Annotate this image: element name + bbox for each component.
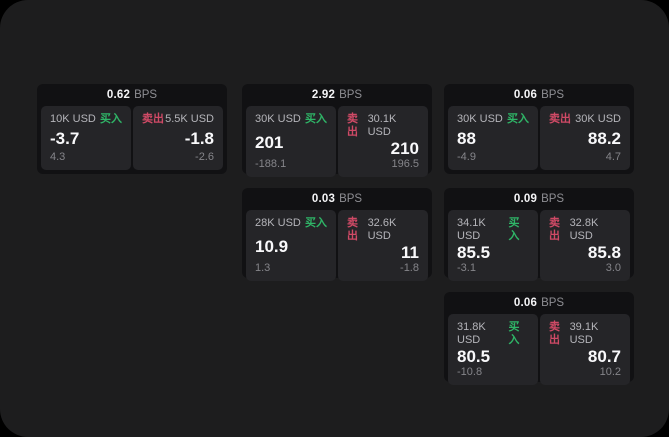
quote-card-2: 2.92 BPS 30K USD 买入 201 -188.1 卖出 30.1K … (242, 84, 432, 177)
buy-size: 34.1K USD (457, 217, 486, 242)
quote-card-1: 0.62 BPS 10K USD 买入 -3.7 4.3 卖出 5.5K USD… (37, 84, 227, 174)
buy-side-label: 买入 (305, 217, 327, 229)
buy-price: 85.5 (457, 243, 491, 262)
sell-panel[interactable]: 卖出 30K USD 88.2 4.7 (540, 106, 630, 170)
bps-value: 2.92 (311, 89, 336, 101)
sell-sub-value: 3.0 (605, 262, 621, 274)
sell-size: 30.1K USD (367, 113, 397, 138)
quote-panels: 30K USD 买入 201 -188.1 卖出 30.1K USD 210 1… (242, 106, 432, 181)
bps-header: 0.09 BPS (444, 188, 634, 210)
sell-side-label: 卖出 (142, 113, 164, 125)
quote-panels: 10K USD 买入 -3.7 4.3 卖出 5.5K USD -1.8 -2.… (37, 106, 227, 174)
bps-header: 0.06 BPS (444, 84, 634, 106)
sell-side-label: 卖出 (347, 113, 358, 138)
buy-size: 31.8K USD (457, 321, 486, 346)
sell-price: 88.2 (587, 129, 621, 148)
sell-size: 30K USD (575, 113, 621, 125)
bps-unit-label: BPS (339, 89, 363, 101)
buy-sub-value: -188.1 (255, 158, 287, 170)
sell-price: 210 (390, 139, 419, 158)
buy-price: 201 (255, 132, 284, 152)
sell-sub-value: 4.7 (605, 151, 621, 163)
bps-unit-label: BPS (134, 89, 158, 101)
sell-price: 85.8 (587, 243, 621, 262)
sell-size: 5.5K USD (165, 113, 214, 125)
buy-size: 10K USD (50, 113, 96, 125)
buy-sub-value: 4.3 (50, 151, 66, 163)
quote-card-3: 0.06 BPS 30K USD 买入 88 -4.9 卖出 30K USD 8… (444, 84, 634, 174)
sell-price: 80.7 (587, 347, 621, 366)
buy-panel[interactable]: 31.8K USD 买入 80.5 -10.8 (448, 314, 538, 385)
bps-value: 0.09 (513, 193, 538, 205)
buy-price: -3.7 (50, 129, 80, 148)
buy-panel[interactable]: 34.1K USD 买入 85.5 -3.1 (448, 210, 538, 281)
buy-price: 88 (457, 129, 476, 148)
quote-card-6: 0.06 BPS 31.8K USD 买入 80.5 -10.8 卖出 39.1… (444, 292, 634, 385)
sell-size: 32.6K USD (367, 217, 397, 242)
buy-sub-value: -3.1 (457, 262, 476, 274)
sell-price: -1.8 (184, 129, 214, 148)
buy-price: 80.5 (457, 347, 491, 366)
bps-header: 0.62 BPS (37, 84, 227, 106)
buy-side-label: 买入 (305, 113, 327, 125)
quote-card-5: 0.09 BPS 34.1K USD 买入 85.5 -3.1 卖出 32.8K… (444, 188, 634, 281)
buy-sub-value: -4.9 (457, 151, 476, 163)
buy-panel[interactable]: 10K USD 买入 -3.7 4.3 (41, 106, 131, 170)
buy-side-label: 买入 (507, 113, 529, 125)
sell-side-label: 卖出 (549, 321, 560, 346)
quote-panels: 28K USD 买入 10.9 1.3 卖出 32.6K USD 11 -1.8 (242, 210, 432, 285)
sell-panel[interactable]: 卖出 30.1K USD 210 196.5 (338, 106, 428, 177)
buy-side-label: 买入 (508, 321, 520, 346)
buy-size: 28K USD (255, 217, 301, 229)
sell-panel[interactable]: 卖出 39.1K USD 80.7 10.2 (540, 314, 630, 385)
buy-panel[interactable]: 30K USD 买入 88 -4.9 (448, 106, 538, 170)
bps-header: 0.03 BPS (242, 188, 432, 210)
bps-value: 0.62 (106, 89, 131, 101)
buy-panel[interactable]: 30K USD 买入 201 -188.1 (246, 106, 336, 177)
bps-unit-label: BPS (541, 297, 565, 309)
buy-size: 30K USD (255, 113, 301, 125)
buy-side-label: 买入 (508, 217, 520, 242)
sell-sub-value: 10.2 (599, 366, 621, 378)
bps-unit-label: BPS (541, 89, 565, 101)
quote-panels: 31.8K USD 买入 80.5 -10.8 卖出 39.1K USD 80.… (444, 314, 634, 389)
bps-unit-label: BPS (339, 193, 363, 205)
sell-price: 11 (401, 243, 419, 262)
bps-header: 0.06 BPS (444, 292, 634, 314)
sell-side-label: 卖出 (549, 217, 560, 242)
buy-side-label: 买入 (100, 113, 122, 125)
buy-panel[interactable]: 28K USD 买入 10.9 1.3 (246, 210, 336, 281)
sell-sub-value: 196.5 (391, 158, 419, 170)
buy-sub-value: -10.8 (457, 366, 483, 378)
buy-price: 10.9 (255, 236, 289, 256)
sell-size: 39.1K USD (569, 321, 599, 346)
bps-value: 0.03 (311, 193, 336, 205)
quote-card-4: 0.03 BPS 28K USD 买入 10.9 1.3 卖出 32.6K US… (242, 188, 432, 281)
buy-size: 30K USD (457, 113, 503, 125)
sell-size: 32.8K USD (569, 217, 599, 242)
quote-panels: 34.1K USD 买入 85.5 -3.1 卖出 32.8K USD 85.8… (444, 210, 634, 285)
sell-side-label: 卖出 (549, 113, 571, 125)
sell-sub-value: -2.6 (195, 151, 214, 163)
bps-header: 2.92 BPS (242, 84, 432, 106)
sell-panel[interactable]: 卖出 32.6K USD 11 -1.8 (338, 210, 428, 281)
bps-value: 0.06 (513, 89, 538, 101)
sell-sub-value: -1.8 (400, 262, 419, 274)
sell-side-label: 卖出 (347, 217, 358, 242)
sell-panel[interactable]: 卖出 5.5K USD -1.8 -2.6 (133, 106, 223, 170)
sell-panel[interactable]: 卖出 32.8K USD 85.8 3.0 (540, 210, 630, 281)
bps-unit-label: BPS (541, 193, 565, 205)
buy-sub-value: 1.3 (255, 262, 271, 274)
quote-panels: 30K USD 买入 88 -4.9 卖出 30K USD 88.2 4.7 (444, 106, 634, 174)
bps-value: 0.06 (513, 297, 538, 309)
